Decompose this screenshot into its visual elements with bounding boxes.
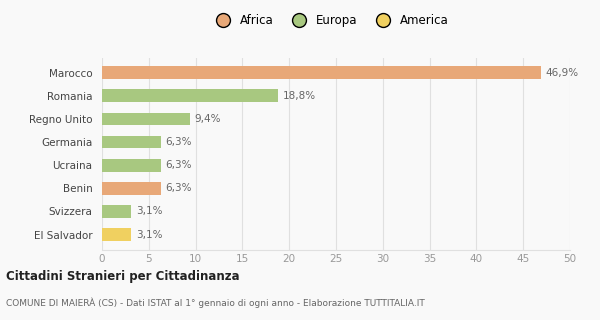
- Text: 6,3%: 6,3%: [166, 160, 192, 170]
- Text: 6,3%: 6,3%: [166, 137, 192, 147]
- Text: 6,3%: 6,3%: [166, 183, 192, 193]
- Bar: [102, 159, 161, 172]
- Legend: Africa, Europa, America: Africa, Europa, America: [206, 9, 454, 32]
- Bar: [102, 228, 131, 241]
- Bar: [102, 66, 541, 79]
- Bar: [102, 205, 131, 218]
- Text: 3,1%: 3,1%: [136, 229, 162, 239]
- Text: 3,1%: 3,1%: [136, 206, 162, 216]
- Text: 46,9%: 46,9%: [545, 68, 579, 78]
- Bar: [102, 182, 161, 195]
- Text: Cittadini Stranieri per Cittadinanza: Cittadini Stranieri per Cittadinanza: [6, 270, 239, 284]
- Text: 9,4%: 9,4%: [194, 114, 221, 124]
- Bar: [102, 90, 278, 102]
- Bar: [102, 113, 190, 125]
- Text: 18,8%: 18,8%: [283, 91, 316, 101]
- Text: COMUNE DI MAIERÀ (CS) - Dati ISTAT al 1° gennaio di ogni anno - Elaborazione TUT: COMUNE DI MAIERÀ (CS) - Dati ISTAT al 1°…: [6, 298, 425, 308]
- Bar: [102, 136, 161, 148]
